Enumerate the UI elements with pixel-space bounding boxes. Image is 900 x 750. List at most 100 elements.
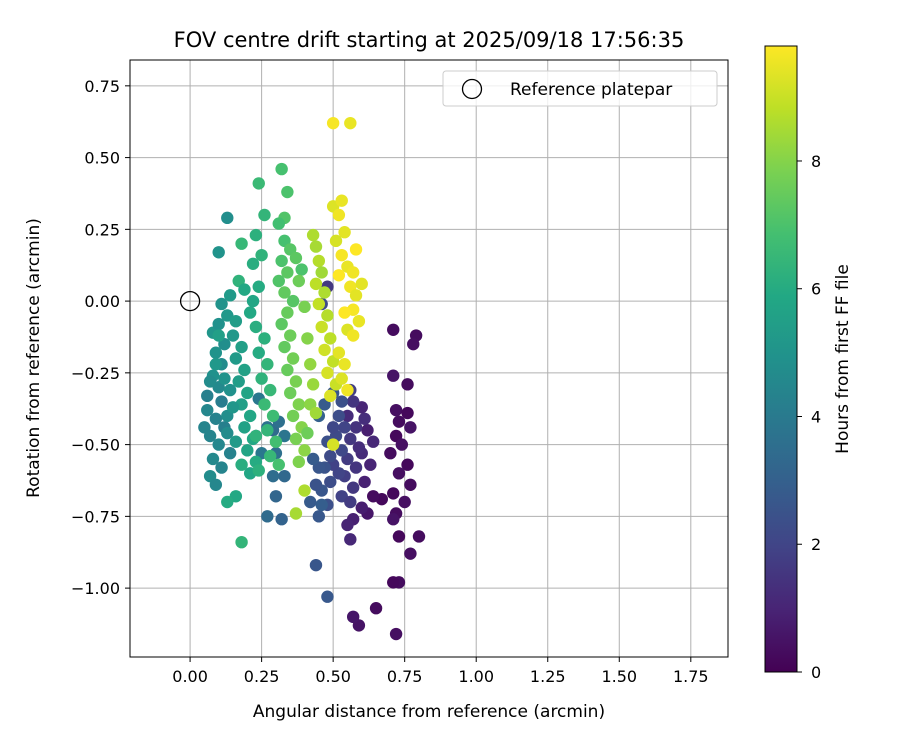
data-point — [332, 269, 346, 282]
data-point — [269, 490, 283, 503]
data-point — [209, 412, 223, 425]
data-point — [235, 458, 248, 471]
data-point — [326, 421, 340, 434]
data-point — [284, 386, 297, 400]
data-point — [318, 343, 331, 357]
data-point — [335, 372, 348, 385]
data-point — [289, 432, 303, 446]
data-point — [401, 458, 414, 471]
data-point — [203, 375, 217, 388]
y-tick-label: 0.00 — [84, 292, 120, 311]
data-point — [338, 358, 351, 371]
data-point — [306, 452, 320, 466]
data-point — [206, 452, 220, 466]
data-point — [324, 475, 337, 489]
data-point — [238, 363, 251, 377]
data-point — [243, 409, 257, 423]
data-point — [312, 297, 326, 311]
x-tick-label: 1.25 — [530, 667, 566, 686]
x-tick-label: 1.75 — [673, 667, 709, 686]
data-point — [387, 513, 400, 526]
data-point — [212, 438, 225, 451]
data-point — [329, 234, 343, 248]
y-axis-ticks: 0.75 0.50 0.25 0.00 −0.25 −0.50 −0.75 −1.00 — [71, 77, 130, 598]
data-point — [412, 530, 426, 543]
data-point — [223, 383, 237, 397]
data-point — [264, 449, 277, 463]
data-point — [255, 248, 268, 262]
data-points — [198, 116, 426, 641]
data-point — [258, 398, 271, 411]
data-point — [309, 558, 323, 572]
data-point — [324, 389, 337, 403]
data-point — [324, 332, 337, 345]
data-point — [266, 409, 280, 423]
y-tick-label: −1.00 — [71, 579, 120, 598]
data-point — [387, 487, 400, 500]
data-point — [312, 254, 326, 268]
data-point — [352, 441, 366, 454]
y-tick-label: −0.25 — [71, 364, 120, 383]
data-point — [241, 444, 254, 457]
data-point — [252, 177, 265, 190]
data-point — [209, 358, 223, 371]
data-point — [309, 478, 323, 491]
data-point — [315, 266, 328, 279]
data-point — [223, 447, 237, 460]
data-point — [246, 257, 260, 270]
y-tick-label: 0.50 — [84, 149, 120, 168]
data-point — [229, 314, 243, 328]
data-point — [392, 467, 406, 480]
legend-box — [442, 70, 718, 107]
data-point — [209, 478, 223, 491]
data-point — [215, 395, 228, 408]
data-point — [229, 435, 243, 448]
data-point — [346, 610, 360, 624]
data-point — [221, 211, 234, 225]
data-point — [364, 458, 377, 471]
data-point — [201, 389, 214, 403]
data-point — [226, 329, 240, 342]
data-point — [229, 352, 243, 365]
data-point — [241, 386, 254, 400]
data-point — [306, 228, 320, 242]
data-point — [301, 332, 314, 345]
data-point — [292, 274, 306, 288]
data-point — [255, 372, 268, 385]
colorbar-ticks: 0 2 4 6 8 — [797, 152, 821, 682]
data-point — [407, 337, 420, 351]
data-point — [335, 395, 348, 408]
data-point — [264, 383, 277, 397]
data-point — [304, 358, 317, 371]
y-tick-label: −0.50 — [71, 436, 120, 455]
data-point — [235, 535, 248, 549]
data-point — [349, 289, 363, 302]
data-point — [209, 346, 223, 359]
grid — [130, 60, 728, 657]
x-tick-label: 0.00 — [172, 667, 208, 686]
data-point — [332, 208, 346, 222]
data-point — [387, 323, 400, 336]
data-point — [358, 475, 371, 489]
colorbar-tick-label: 0 — [811, 663, 821, 682]
data-point — [404, 421, 417, 434]
x-tick-label: 0.50 — [315, 667, 351, 686]
data-point — [275, 254, 288, 268]
data-point — [243, 306, 257, 319]
data-point — [238, 283, 251, 296]
data-point — [361, 424, 374, 437]
data-point — [249, 228, 263, 242]
data-point — [389, 627, 403, 641]
data-point — [349, 461, 363, 474]
legend-marker-icon — [461, 78, 483, 100]
y-axis-label: Rotation from reference (arcmin) — [24, 218, 44, 498]
data-point — [387, 369, 400, 382]
data-point — [321, 590, 334, 603]
data-point — [258, 208, 271, 222]
data-point — [335, 248, 348, 262]
legend: Reference platepar — [442, 70, 718, 107]
y-tick-label: 0.75 — [84, 77, 120, 96]
data-point — [344, 432, 357, 446]
data-point — [252, 346, 265, 359]
data-point — [289, 251, 303, 265]
